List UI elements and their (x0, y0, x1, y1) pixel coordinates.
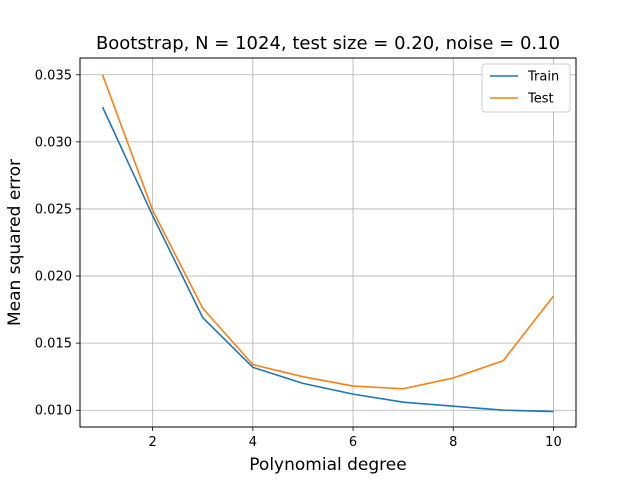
legend: Train Test (481, 63, 571, 113)
y-axis-label: Mean squared error (5, 159, 25, 326)
y-tick-label: 0.020 (35, 270, 72, 285)
x-tick-label: 10 (545, 435, 562, 450)
series-lines (101, 74, 555, 413)
x-tick-label: 4 (249, 435, 257, 450)
plot-area-frame (79, 57, 577, 428)
y-tick-label: 0.015 (35, 337, 72, 352)
x-tick-label: 6 (349, 435, 357, 450)
x-tick-label: 8 (449, 435, 457, 450)
series-line-train (101, 106, 554, 413)
axis-ticks: 2 4 6 8 10 0.010 0.015 0.020 0.025 0.030 0.035 (35, 68, 562, 450)
y-tick-label: 0.025 (35, 202, 72, 217)
y-tick-label: 0.010 (35, 404, 72, 419)
y-tick-label: 0.035 (35, 68, 72, 83)
legend-label-train: Train (527, 70, 559, 85)
x-tick-label: 2 (149, 435, 157, 450)
series-line-test (101, 74, 555, 390)
x-axis-label: Polynomial degree (249, 455, 406, 475)
y-tick-label: 0.030 (35, 135, 72, 150)
chart-title: Bootstrap, N = 1024, test size = 0.20, n… (96, 33, 560, 54)
legend-label-test: Test (527, 92, 554, 107)
